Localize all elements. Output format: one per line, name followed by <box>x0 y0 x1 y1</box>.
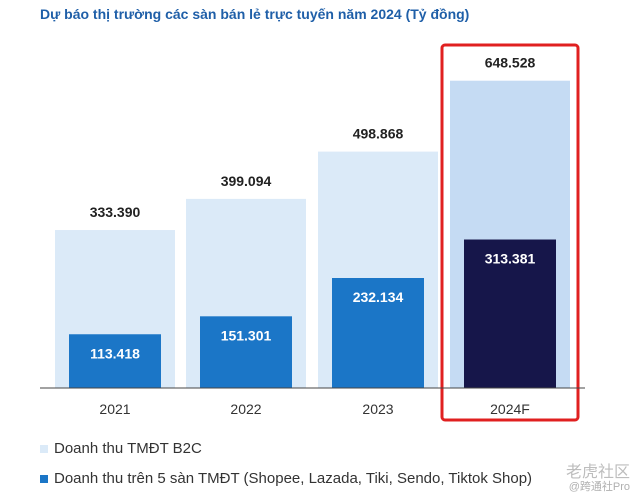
legend-b2c: Doanh thu TMĐT B2C <box>40 440 202 457</box>
x-tick-2022: 2022 <box>230 401 261 417</box>
x-tick-2024F: 2024F <box>490 401 530 417</box>
chart-title: Dự báo thị trường các sàn bán lẻ trực tu… <box>40 6 470 22</box>
watermark: 老虎社区 @跨通社Pro <box>565 464 630 494</box>
bar-platforms-2022 <box>200 316 292 388</box>
legend-platforms: Doanh thu trên 5 sàn TMĐT (Shopee, Lazad… <box>40 470 532 487</box>
legend-swatch-platforms <box>40 474 48 483</box>
label-platforms-2023: 232.134 <box>353 289 404 305</box>
bar-platforms-2021 <box>69 334 161 388</box>
legend-label-b2c: Doanh thu TMĐT B2C <box>54 440 202 457</box>
bar-platforms-2024F <box>464 239 556 388</box>
label-b2c-2021: 333.390 <box>90 204 141 220</box>
highlight-box-2024F <box>440 43 580 422</box>
x-tick-2023: 2023 <box>362 401 393 417</box>
bar-chart: 333.390 113.418 2021 399.094 151.301 2022 498.… <box>40 43 585 422</box>
label-platforms-2022: 151.301 <box>221 327 272 343</box>
x-tick-2021: 2021 <box>99 401 130 417</box>
label-b2c-2022: 399.094 <box>221 173 272 189</box>
legend-label-platforms: Doanh thu trên 5 sàn TMĐT (Shopee, Lazad… <box>54 470 533 487</box>
label-platforms-2021: 113.418 <box>90 345 140 361</box>
label-b2c-2023: 498.868 <box>353 126 404 142</box>
label-b2c-2024F: 648.528 <box>485 55 536 71</box>
label-platforms-2024F: 313.381 <box>485 251 536 267</box>
legend-swatch-b2c <box>40 444 48 453</box>
watermark-line1: 老虎社区 <box>565 464 630 481</box>
watermark-line2: @跨通社Pro <box>568 481 630 493</box>
bar-platforms-2023 <box>332 278 424 388</box>
